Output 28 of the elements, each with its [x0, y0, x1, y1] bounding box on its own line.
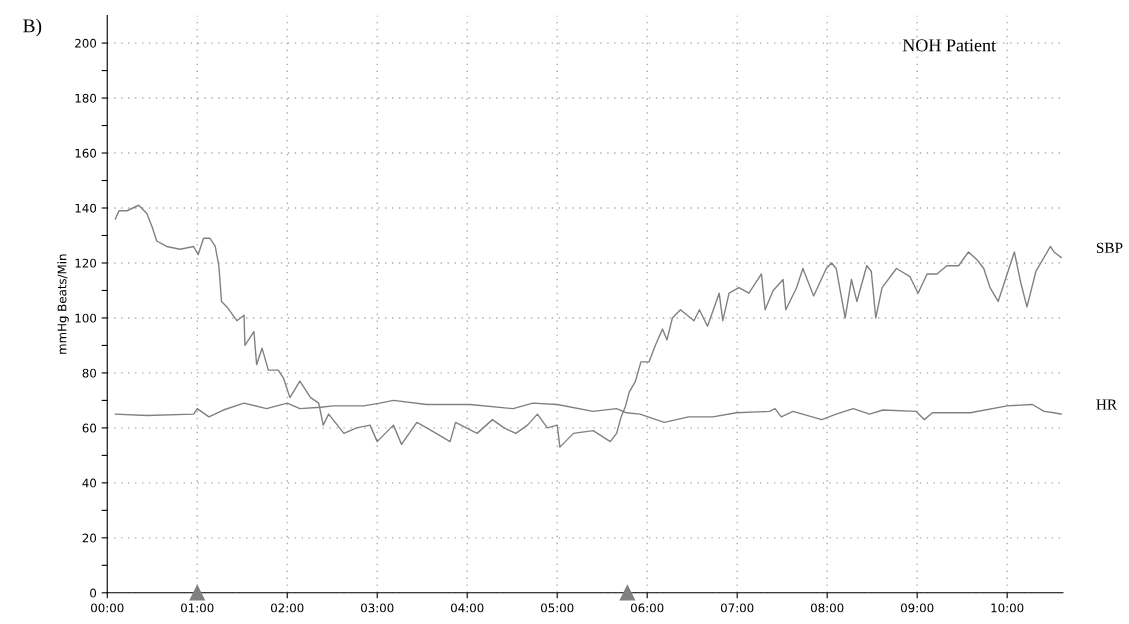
x-tick-label: 07:00: [720, 603, 754, 613]
x-tick-label: 08:00: [810, 603, 844, 613]
x-tick-label: 06:00: [630, 603, 664, 613]
x-tick-label: 02:00: [271, 603, 304, 613]
y-tick-label: 60: [82, 423, 97, 433]
y-tick-label: 200: [75, 38, 97, 48]
y-tick-label: 20: [82, 533, 97, 543]
text: B): [23, 18, 42, 37]
y-tick-label: 120: [75, 258, 97, 268]
text: HR: [1096, 399, 1118, 410]
text: NOH Patient: [902, 39, 996, 52]
x-tick-label: 05:00: [540, 603, 574, 613]
y-tick-label: 140: [75, 203, 97, 213]
x-tick-label: 09:00: [900, 603, 934, 613]
y-tick-label: 180: [75, 93, 97, 103]
y-tick-label: 80: [82, 368, 97, 378]
y-tick-label: 160: [75, 148, 97, 158]
x-tick-label: 03:00: [360, 603, 394, 613]
x-tick-label: 10:00: [991, 603, 1024, 613]
y-tick-label: 100: [75, 313, 97, 323]
y-axis-title: mmHg Beats/Min: [57, 254, 69, 354]
x-tick-label: 04:00: [450, 603, 484, 613]
x-tick-label: 00:00: [91, 603, 124, 613]
text: SBP: [1096, 242, 1123, 253]
line-series: [114, 204, 1062, 448]
x-tick-label: 01:00: [181, 603, 214, 613]
y-tick-label: 40: [82, 478, 97, 488]
y-tick-label: 0: [90, 588, 97, 598]
